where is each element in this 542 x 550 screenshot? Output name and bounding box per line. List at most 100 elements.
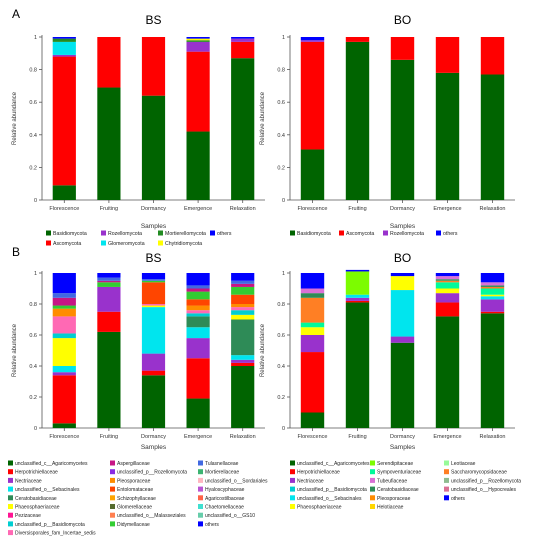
x-tick-label: Relaxation — [230, 434, 256, 440]
y-tick-label: 0.4 — [277, 364, 285, 370]
bar-segment — [186, 288, 210, 292]
bar-segment — [52, 372, 76, 376]
legend-swatch — [290, 230, 295, 236]
chart-a-bo: BO 0 0.2 0.4 0.6 0.8 1 Relative abundance Flores… — [260, 13, 515, 237]
bar-segment — [141, 304, 166, 306]
x-tick-label: Fruiting — [348, 206, 366, 212]
x-tick-label: Dormancy — [390, 206, 415, 212]
bar-segment — [52, 273, 76, 294]
bar-segment — [480, 37, 505, 75]
bar-segment — [480, 282, 505, 286]
bar-segment — [300, 41, 325, 150]
legend-swatch — [290, 460, 295, 466]
bar-segment — [300, 293, 325, 298]
bar-segment — [300, 273, 325, 289]
bar-segment — [52, 375, 76, 424]
bar-segment — [97, 87, 121, 200]
legend-swatch — [290, 477, 295, 483]
bar-segment — [231, 38, 255, 42]
legend-swatch — [198, 486, 203, 492]
legend-label: Basidiomycota — [297, 231, 331, 237]
y-tick-label: 0.4 — [29, 133, 37, 139]
legend-label: Aspergillaceae — [117, 461, 150, 467]
legend-swatch — [444, 469, 449, 475]
x-tick-label: Florescence — [298, 434, 328, 440]
bar-segment — [231, 362, 255, 366]
bar-segment — [480, 296, 505, 300]
y-tick-label: 0.4 — [277, 133, 285, 139]
chart-title: BO — [394, 251, 411, 265]
bar-segment — [480, 285, 505, 287]
legend-swatch — [101, 240, 106, 246]
x-tick-label: Florescence — [49, 434, 79, 440]
y-tick-label: 0.8 — [29, 68, 37, 74]
legend-swatch — [8, 486, 13, 492]
chart-a-bs: A BS 0 0.2 0.4 0.6 0.8 1 Relative abundance Flore… — [12, 7, 265, 247]
x-tick-label: Relaxation — [480, 434, 506, 440]
legend-swatch — [198, 460, 203, 466]
chart-b-bo: BO 0 0.2 0.4 0.6 0.8 1 Relative abundance Flores… — [260, 251, 521, 511]
bar-segment — [52, 41, 76, 55]
legend-swatch — [290, 486, 295, 492]
x-tick-label: Fruiting — [348, 434, 366, 440]
bar-segment — [52, 185, 76, 200]
legend-swatch — [444, 486, 449, 492]
panel-letter: B — [12, 245, 20, 259]
y-tick-label: 1 — [34, 35, 37, 41]
x-tick-label: Emergence — [184, 206, 212, 212]
legend-label: unclassified_o__Sebacinales — [15, 487, 80, 493]
legend-label: Basidiomycota — [53, 231, 87, 237]
legend-label: unclassified_p__Rozellomycota — [451, 478, 521, 484]
legend-swatch — [370, 504, 375, 509]
legend-label: Chaetomellaceae — [205, 505, 244, 511]
bar-segment — [186, 310, 210, 314]
legend-swatch — [198, 477, 203, 483]
bar-segment — [186, 41, 210, 52]
panel-letter: A — [12, 7, 20, 21]
bar-segment — [300, 352, 325, 413]
legend-label: unclassified_c__Agaricomycetes — [15, 461, 88, 467]
legend-label: unclassified_p__Rozellomycota — [117, 470, 187, 476]
bar-segment — [141, 375, 166, 428]
legend-swatch — [370, 469, 375, 475]
y-tick-label: 0.2 — [29, 395, 37, 401]
bar-segment — [52, 316, 76, 334]
legend-label: unclassified_p__Basidiomycota — [297, 487, 367, 493]
legend-swatch — [110, 469, 115, 475]
y-tick-label: 0.6 — [277, 100, 285, 106]
legend-label: others — [443, 231, 458, 237]
legend-label: Ascomycota — [53, 241, 81, 247]
legend-label: Mortierellaceae — [205, 470, 239, 476]
bar-segment — [390, 342, 415, 428]
bar-segment — [97, 277, 121, 281]
legend-swatch — [46, 230, 51, 236]
legend-swatch — [444, 460, 449, 466]
bar-segment — [186, 305, 210, 311]
legend-label: others — [217, 231, 232, 237]
x-axis-label: Samples — [141, 223, 167, 230]
bar-segment — [231, 294, 255, 304]
bar-segment — [97, 311, 121, 332]
bar-segment — [186, 131, 210, 200]
legend-label: Sympoventuriaceae — [377, 470, 421, 476]
legend-label: unclassified_o__Sordariales — [205, 478, 268, 484]
x-axis-label: Samples — [141, 444, 167, 451]
legend-swatch — [110, 504, 115, 509]
x-tick-label: Dormancy — [141, 206, 166, 212]
bar-segment — [300, 40, 325, 42]
y-tick-label: 0.2 — [277, 165, 285, 171]
chart-title: BS — [145, 13, 161, 27]
bar-segment — [52, 366, 76, 373]
bar-segment — [97, 37, 121, 88]
y-tick-label: 0.4 — [29, 364, 37, 370]
x-tick-label: Emergence — [184, 434, 212, 440]
legend-label: unclassified_p__Basidiomycota — [15, 522, 85, 528]
legend-swatch — [110, 477, 115, 483]
bar-segment — [186, 291, 210, 300]
bar-segment — [345, 37, 370, 42]
x-tick-label: Emergence — [433, 206, 461, 212]
y-tick-label: 0.6 — [29, 100, 37, 106]
legend-swatch — [158, 240, 163, 246]
bar-segment — [52, 54, 76, 57]
bar-segment — [435, 293, 460, 303]
